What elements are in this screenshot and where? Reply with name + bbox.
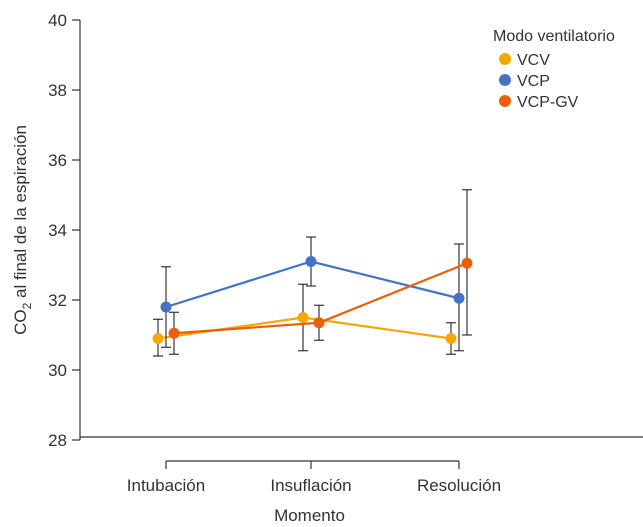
x-tick-label: Insuflación — [270, 476, 351, 495]
y-axis-title-subscript: 2 — [20, 302, 34, 309]
legend-item: VCP-GV — [499, 94, 579, 111]
legend-marker — [499, 74, 511, 86]
x-ticks: Intubación Insuflación Resolución — [127, 460, 501, 495]
x-axis-title: Momento — [274, 506, 345, 525]
x-axis: Intubación Insuflación Resolución — [80, 436, 643, 495]
data-point — [445, 333, 457, 344]
y-tick-label: 40 — [48, 11, 67, 30]
legend-items: VCV VCP VCP-GV — [499, 52, 579, 111]
data-point — [305, 256, 317, 267]
y-tick-label: 28 — [48, 431, 67, 450]
y-axis-title: CO2 al final de la espiración — [11, 125, 34, 335]
data-point — [461, 257, 473, 269]
y-axis: 28 30 32 34 36 38 40 — [48, 11, 81, 450]
legend-marker — [499, 53, 511, 65]
legend-label: VCP-GV — [517, 94, 579, 111]
legend-label: VCV — [517, 52, 550, 69]
data-point — [453, 292, 465, 304]
legend-label: VCP — [517, 73, 550, 90]
series-vcv — [152, 283, 457, 357]
x-tick-label: Intubación — [127, 476, 205, 495]
y-ticks: 28 30 32 34 36 38 40 — [48, 11, 80, 450]
y-tick-label: 30 — [48, 361, 67, 380]
data-point — [168, 327, 180, 339]
x-tick-label: Resolución — [417, 476, 501, 495]
y-tick-label: 32 — [48, 291, 67, 310]
data-point — [160, 301, 172, 313]
legend-title: Modo ventilatorio — [493, 28, 615, 45]
data-point — [152, 333, 164, 344]
series-vcp-gv — [168, 189, 473, 355]
y-tick-label: 34 — [48, 221, 67, 240]
data-point — [313, 317, 325, 329]
y-tick-label: 36 — [48, 151, 67, 170]
y-axis-title-suffix: al final de la espiración — [11, 125, 30, 303]
data-point — [297, 312, 309, 323]
y-tick-label: 38 — [48, 81, 67, 100]
legend: Modo ventilatorio VCV VCP VCP-GV — [493, 28, 615, 111]
series-layer — [152, 189, 473, 357]
legend-item: VCP — [499, 73, 550, 90]
y-axis-title-prefix: CO — [11, 309, 30, 335]
legend-item: VCV — [499, 52, 550, 69]
legend-marker — [499, 95, 511, 107]
